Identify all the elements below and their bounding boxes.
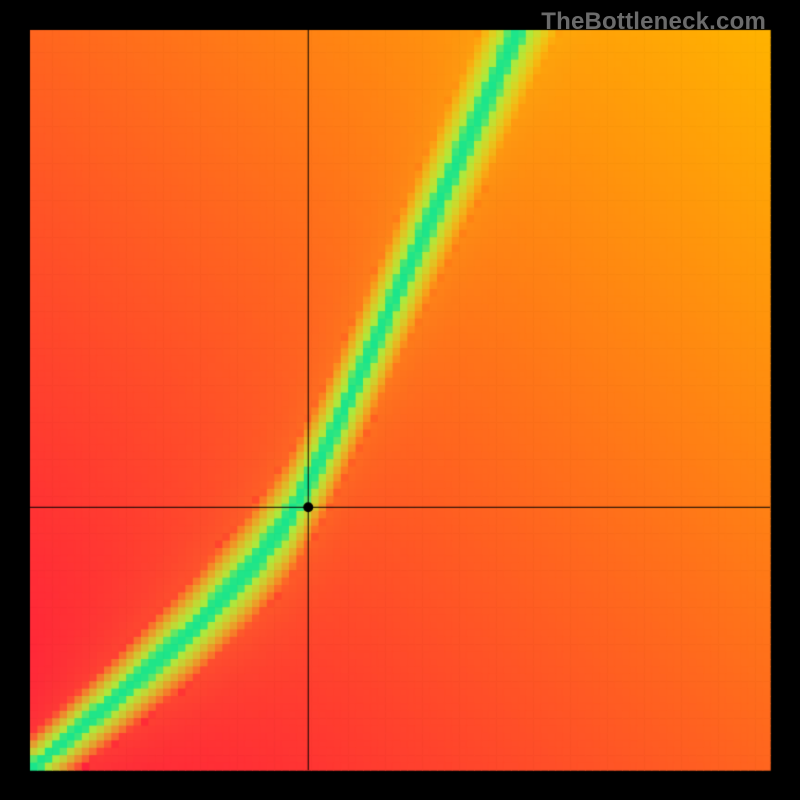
source-label: TheBottleneck.com — [541, 8, 766, 36]
bottleneck-heatmap — [0, 0, 800, 800]
